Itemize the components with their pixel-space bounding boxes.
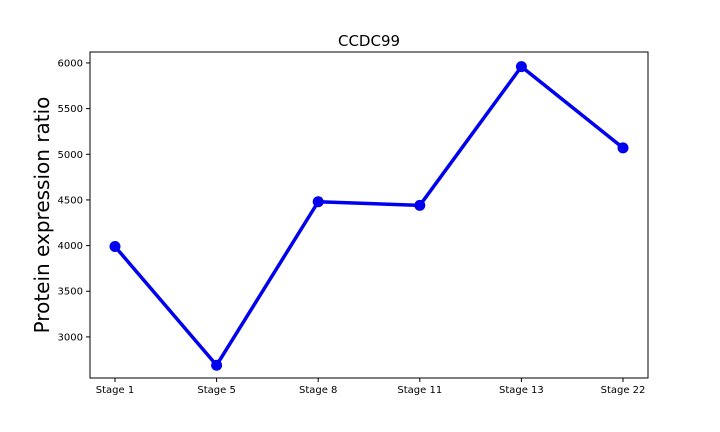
x-tick-label: Stage 1 xyxy=(96,385,134,396)
data-point xyxy=(211,359,223,371)
y-tick-label: 3500 xyxy=(58,287,83,298)
y-axis-ticks: 3000 3500 4000 4500 5000 5500 6000 xyxy=(58,58,90,343)
series-layer xyxy=(109,61,629,371)
series-line xyxy=(113,64,625,367)
y-tick-label: 3000 xyxy=(58,332,83,343)
data-point xyxy=(109,241,121,253)
chart-title: CCDC99 xyxy=(338,32,400,50)
plot-area-frame xyxy=(89,51,649,379)
y-tick-label: 4500 xyxy=(58,195,83,206)
x-tick-label: Stage 22 xyxy=(601,385,646,396)
x-tick-label: Stage 11 xyxy=(397,385,442,396)
data-point xyxy=(414,199,426,211)
y-tick-label: 6000 xyxy=(58,58,83,69)
x-tick-label: Stage 13 xyxy=(499,385,544,396)
data-point xyxy=(312,196,324,208)
x-tick-label: Stage 5 xyxy=(197,385,235,396)
y-tick-label: 5000 xyxy=(58,150,83,161)
x-tick-label: Stage 8 xyxy=(299,385,337,396)
y-tick-label: 4000 xyxy=(58,241,83,252)
data-point xyxy=(515,61,527,73)
x-axis-ticks: Stage 1 Stage 5 Stage 8 Stage 11 Stage 13 Sta… xyxy=(96,378,646,396)
y-tick-label: 5500 xyxy=(58,104,83,115)
y-axis-label: Protein expression ratio xyxy=(30,97,54,334)
data-point xyxy=(617,142,629,154)
